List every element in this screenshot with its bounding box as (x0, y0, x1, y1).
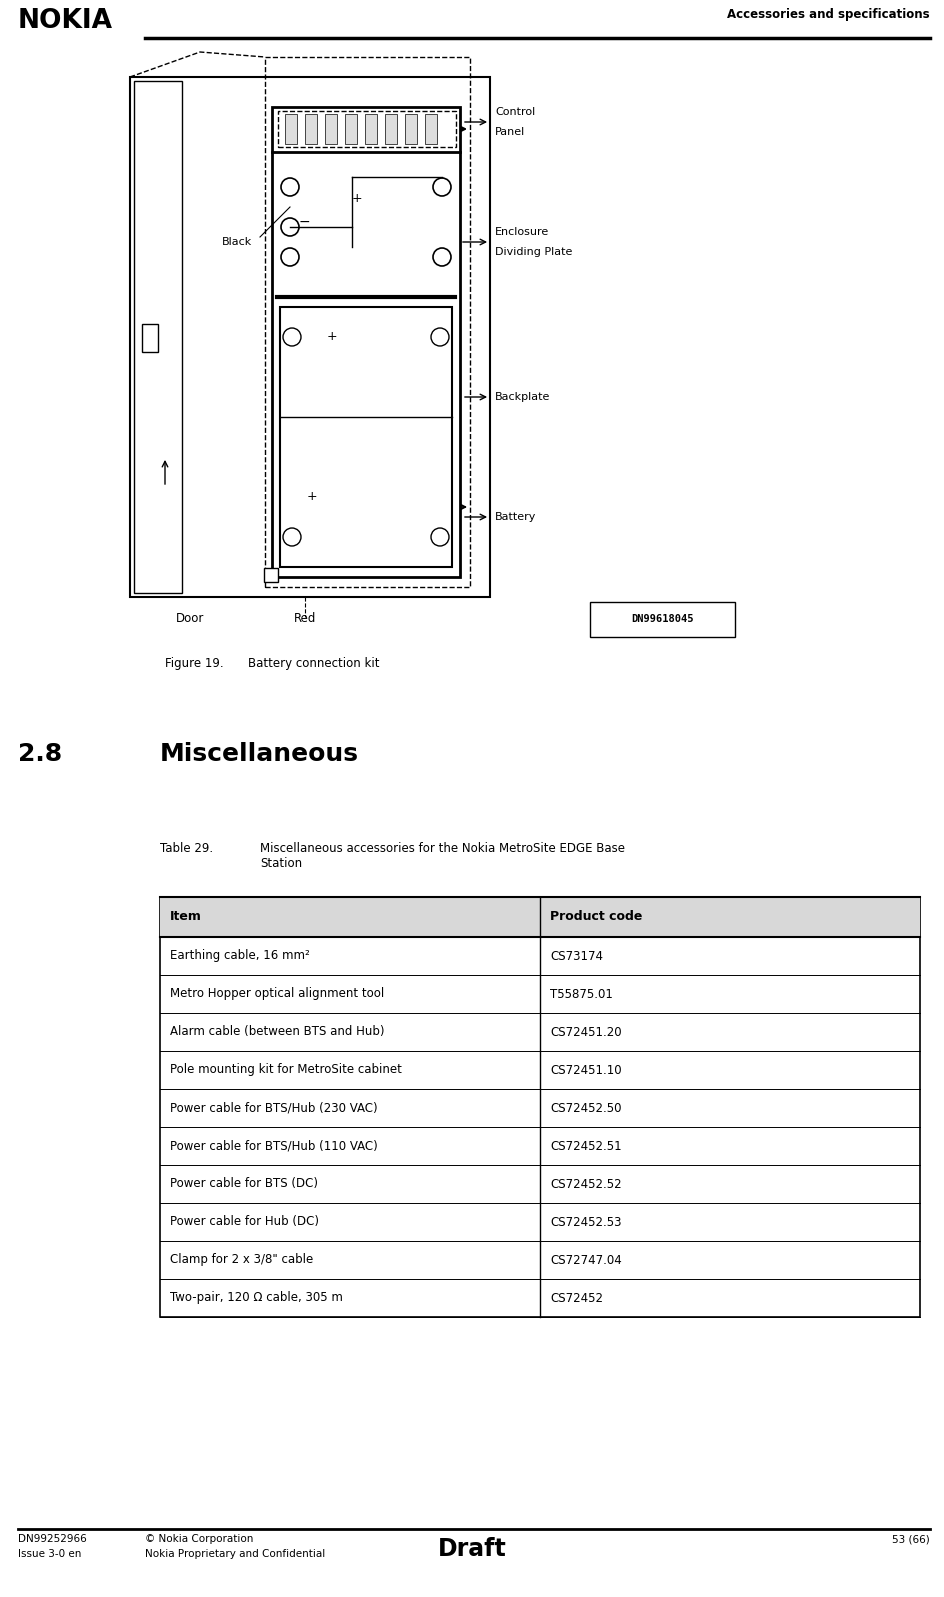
Text: Miscellaneous accessories for the Nokia MetroSite EDGE Base
Station: Miscellaneous accessories for the Nokia … (260, 842, 625, 870)
Text: CS72452.52: CS72452.52 (550, 1177, 622, 1190)
Text: 53 (66): 53 (66) (892, 1535, 930, 1544)
Bar (134, 81, 182, 592)
Text: Draft: Draft (438, 1536, 506, 1560)
Text: Enclosure: Enclosure (495, 227, 549, 236)
Text: Power cable for BTS (DC): Power cable for BTS (DC) (170, 1177, 318, 1190)
Text: Product code: Product code (550, 910, 642, 923)
Text: CS72452: CS72452 (550, 1292, 603, 1305)
Text: Power cable for BTS/Hub (110 VAC): Power cable for BTS/Hub (110 VAC) (170, 1140, 378, 1153)
Bar (160, 898, 920, 937)
Text: Power cable for Hub (DC): Power cable for Hub (DC) (170, 1215, 319, 1228)
Text: Metro Hopper optical alignment tool: Metro Hopper optical alignment tool (170, 987, 384, 1000)
Bar (280, 307, 452, 567)
Text: T55875.01: T55875.01 (550, 987, 613, 1000)
Bar (160, 898, 920, 1318)
Text: Backplate: Backplate (495, 391, 550, 402)
Text: CS72452.51: CS72452.51 (550, 1140, 622, 1153)
Text: CS72747.04: CS72747.04 (550, 1254, 622, 1266)
Text: Two-pair, 120 Ω cable, 305 m: Two-pair, 120 Ω cable, 305 m (170, 1292, 343, 1305)
Text: CS73174: CS73174 (550, 950, 603, 963)
Text: Control: Control (495, 107, 535, 117)
Text: Battery: Battery (495, 513, 536, 522)
Bar (405, 113, 417, 144)
Bar (285, 113, 297, 144)
Text: Table 29.: Table 29. (160, 842, 213, 854)
Bar (425, 113, 437, 144)
Bar (345, 113, 357, 144)
Bar (385, 113, 397, 144)
Bar (278, 112, 456, 147)
Text: 2.8: 2.8 (18, 743, 62, 767)
Text: Accessories and specifications: Accessories and specifications (728, 8, 930, 21)
Text: Nokia Proprietary and Confidential: Nokia Proprietary and Confidential (145, 1549, 326, 1559)
Text: Door: Door (176, 612, 204, 624)
Text: +: + (327, 331, 337, 343)
Text: Miscellaneous: Miscellaneous (160, 743, 359, 767)
Text: Panel: Panel (495, 128, 525, 137)
Text: −: − (298, 216, 310, 228)
Text: CS72451.10: CS72451.10 (550, 1064, 622, 1076)
Text: Item: Item (170, 910, 202, 923)
Bar (590, 602, 735, 637)
Text: CS72452.50: CS72452.50 (550, 1102, 621, 1115)
Text: CS72452.53: CS72452.53 (550, 1215, 621, 1228)
Bar (305, 113, 317, 144)
Text: NOKIA: NOKIA (18, 8, 113, 34)
Bar (264, 569, 278, 581)
Text: Pole mounting kit for MetroSite cabinet: Pole mounting kit for MetroSite cabinet (170, 1064, 402, 1076)
Bar (325, 113, 337, 144)
Text: +: + (307, 490, 317, 503)
Bar (272, 107, 460, 577)
Bar (142, 324, 158, 351)
Text: Power cable for BTS/Hub (230 VAC): Power cable for BTS/Hub (230 VAC) (170, 1102, 378, 1115)
Bar (365, 113, 377, 144)
Bar (130, 77, 490, 597)
Text: DN99618045: DN99618045 (632, 615, 694, 624)
Text: Red: Red (294, 612, 316, 624)
Text: Dividing Plate: Dividing Plate (495, 248, 572, 257)
Bar (265, 57, 470, 588)
Text: © Nokia Corporation: © Nokia Corporation (145, 1535, 253, 1544)
Text: DN99252966: DN99252966 (18, 1535, 87, 1544)
Text: +: + (352, 193, 362, 206)
Text: Battery connection kit: Battery connection kit (248, 656, 379, 671)
Text: CS72451.20: CS72451.20 (550, 1025, 622, 1038)
Text: Issue 3-0 en: Issue 3-0 en (18, 1549, 81, 1559)
Text: Earthing cable, 16 mm²: Earthing cable, 16 mm² (170, 950, 310, 963)
Text: Black: Black (222, 236, 252, 248)
Text: Alarm cable (between BTS and Hub): Alarm cable (between BTS and Hub) (170, 1025, 384, 1038)
Text: Figure 19.: Figure 19. (165, 656, 224, 671)
Text: Clamp for 2 x 3/8" cable: Clamp for 2 x 3/8" cable (170, 1254, 313, 1266)
